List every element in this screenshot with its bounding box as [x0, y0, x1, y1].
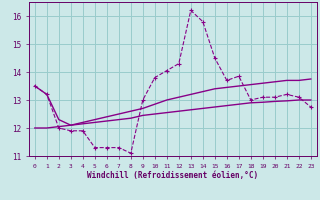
X-axis label: Windchill (Refroidissement éolien,°C): Windchill (Refroidissement éolien,°C) [87, 171, 258, 180]
